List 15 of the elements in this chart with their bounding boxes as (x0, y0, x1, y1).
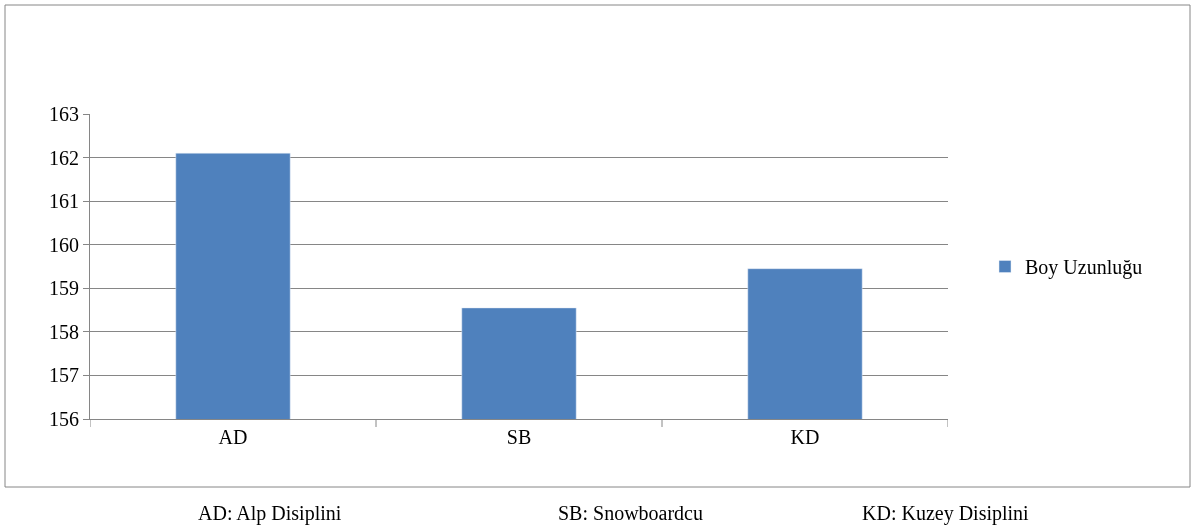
y-tick-label: 158 (49, 320, 79, 343)
text: SB: Snowboardcu (558, 502, 703, 524)
y-tick-label: 161 (49, 190, 79, 213)
y-tick-label: 156 (49, 408, 79, 430)
x-tick-label: AD (218, 426, 248, 448)
y-tick-label: 157 (49, 364, 79, 387)
text: KD: Kuzey Disiplini (862, 502, 1030, 525)
y-tick-label: 162 (49, 146, 79, 169)
y-tick-label: 163 (49, 103, 79, 125)
y-tick-label: 160 (49, 233, 79, 256)
x-tick-label: SB (506, 426, 532, 448)
x-tick-label: KD (790, 426, 820, 448)
legend-label: Boy Uzunluğu (1025, 256, 1143, 280)
y-tick-label: 159 (49, 277, 79, 300)
text: AD: Alp Disiplini (198, 502, 342, 525)
